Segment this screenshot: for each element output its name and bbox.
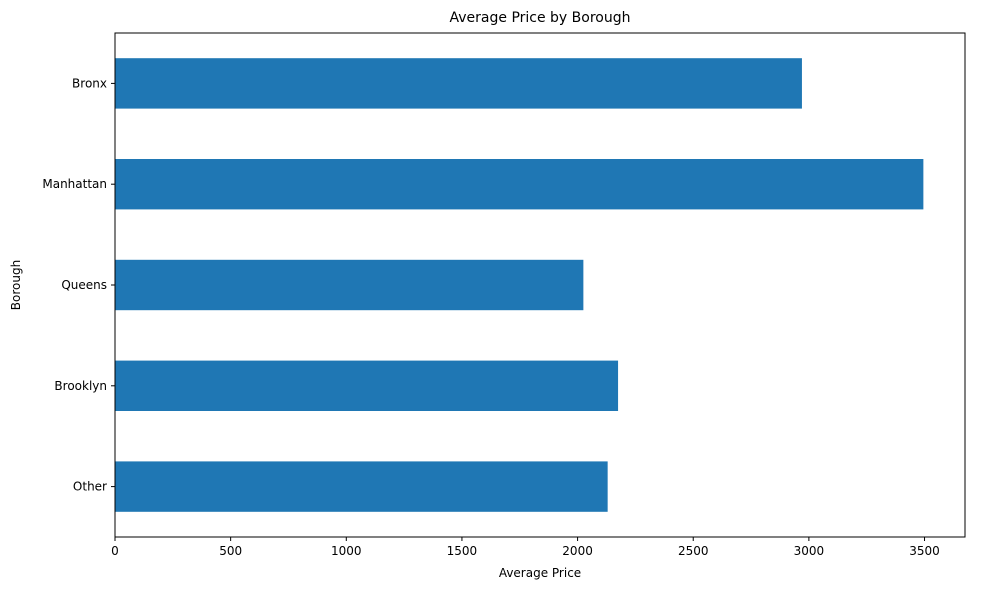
- y-tick-label: Queens: [61, 278, 107, 292]
- y-tick-label: Bronx: [72, 76, 107, 90]
- y-tick-label: Brooklyn: [54, 379, 107, 393]
- x-axis-label: Average Price: [499, 566, 581, 580]
- x-axis-ticks: 0 500 1000 1500 2000 2500 3000 3500: [111, 537, 940, 558]
- bar-queens: [115, 259, 584, 311]
- y-axis-ticks: Bronx Manhattan Queens Brooklyn Other: [42, 76, 115, 494]
- y-tick-label: Manhattan: [42, 177, 107, 191]
- x-tick-label: 1500: [447, 544, 478, 558]
- y-tick-label: Other: [73, 480, 107, 494]
- x-tick-label: 3000: [794, 544, 825, 558]
- bars-group: [115, 58, 924, 512]
- x-tick-label: 2000: [562, 544, 593, 558]
- x-tick-label: 1000: [331, 544, 362, 558]
- bar-brooklyn: [115, 360, 619, 411]
- x-tick-label: 500: [219, 544, 242, 558]
- x-tick-label: 3500: [909, 544, 940, 558]
- x-tick-label: 0: [111, 544, 119, 558]
- plot-frame: [114, 32, 966, 538]
- bar-bronx: [115, 58, 802, 109]
- bar-manhattan: [115, 159, 924, 210]
- bar-other: [115, 461, 608, 512]
- y-axis-label: Borough: [9, 260, 23, 310]
- chart-title: Average Price by Borough: [450, 10, 631, 26]
- x-tick-label: 2500: [678, 544, 709, 558]
